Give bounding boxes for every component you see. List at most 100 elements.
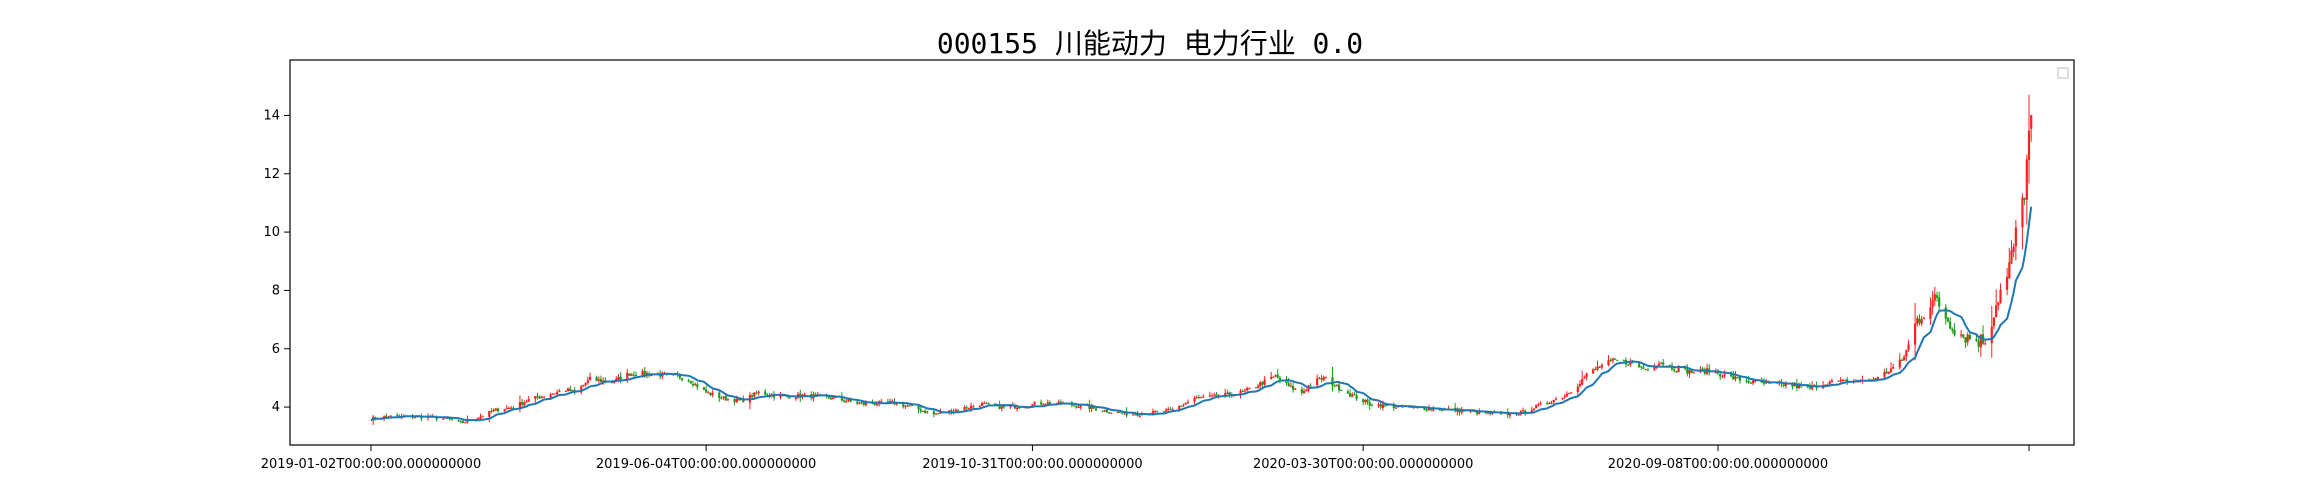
candle-body (983, 403, 986, 405)
candle-body (1108, 412, 1111, 414)
candle-body (1716, 371, 1720, 374)
candle-body (917, 405, 920, 410)
candle-body (1322, 376, 1325, 381)
candle-body (1594, 369, 1597, 371)
candle-body (569, 388, 572, 392)
candle-body (849, 399, 852, 402)
candle-body (542, 396, 546, 398)
candle-body (1110, 412, 1113, 414)
candle-body (1270, 376, 1273, 380)
candle-body (503, 409, 506, 412)
candle-body (904, 405, 907, 407)
candle-body (595, 377, 598, 381)
candle-body (1289, 385, 1292, 387)
candle-body (1598, 366, 1601, 368)
candle-body (1662, 362, 1665, 365)
candle-body (1688, 370, 1691, 374)
candle-body (1578, 384, 1582, 386)
candle-body (1116, 412, 1119, 414)
candle-body (1754, 380, 1757, 382)
candle-body (1272, 376, 1275, 378)
candle-body (1368, 402, 1371, 406)
candle-body (488, 410, 491, 417)
candle-body (1138, 415, 1141, 417)
candle-body (494, 408, 497, 411)
candle-body (1984, 343, 1987, 345)
candle-body (597, 379, 600, 381)
candle-body (680, 378, 684, 380)
candle-body (1261, 382, 1264, 385)
candle-body (1154, 411, 1157, 413)
candle-body (1537, 404, 1540, 406)
candle-body (1340, 389, 1343, 391)
candle-body (567, 388, 570, 392)
legend-box (2057, 67, 2069, 79)
candle-body (691, 383, 695, 386)
candle-body (1278, 377, 1282, 381)
candle-body (1151, 411, 1155, 415)
candle-body (1105, 409, 1109, 413)
candle-body (1164, 409, 1168, 412)
candle-body (505, 407, 508, 410)
candle-body (1013, 405, 1017, 409)
candle-body (525, 401, 528, 403)
candle-body (1033, 402, 1036, 405)
x-tick-label: 2019-01-02T00:00:00.000000000 (261, 457, 481, 472)
candle-body (1675, 371, 1678, 373)
candle-body (1090, 406, 1093, 409)
candle-body (1057, 401, 1060, 405)
candle-body (1962, 334, 1965, 338)
candle-body (1762, 382, 1766, 384)
candle-body (687, 380, 690, 382)
candle-body (2030, 115, 2033, 129)
candle-body (1259, 382, 1262, 387)
candle-body (875, 404, 879, 406)
candle-body (779, 395, 782, 398)
candle-body (1381, 404, 1384, 408)
candle-body (1960, 334, 1963, 336)
candle-body (980, 402, 984, 406)
candle-body (696, 384, 699, 388)
candle-body (2021, 197, 2024, 228)
candle-body (1169, 408, 1172, 410)
candle-body (1167, 408, 1170, 410)
candle-body (1016, 407, 1019, 410)
candle-body (1751, 380, 1755, 384)
candle-body (1348, 393, 1352, 397)
candle-body (1353, 394, 1356, 396)
candle-body (750, 395, 754, 398)
candle-body (742, 399, 745, 403)
candle-body (1876, 376, 1879, 380)
candle-body (442, 418, 445, 420)
candles-layer (372, 94, 2033, 426)
candle-body (954, 409, 957, 412)
candle-body (1394, 407, 1398, 409)
candle-body (740, 399, 743, 401)
candle-body (630, 374, 633, 376)
candle-body (737, 399, 741, 401)
candle-body (888, 401, 892, 403)
candle-body (998, 404, 1001, 409)
candle-body (1136, 414, 1139, 416)
candle-body (461, 421, 465, 423)
candle-body (584, 383, 587, 385)
candle-body (718, 392, 721, 399)
candle-body (827, 396, 830, 399)
candle-body (2012, 246, 2015, 252)
candle-body (632, 374, 635, 376)
candle-body (492, 409, 495, 412)
candle-body (1563, 396, 1566, 398)
candle-body (794, 397, 798, 399)
candle-body (1018, 407, 1021, 409)
candle-body (1392, 404, 1395, 409)
candle-body (1990, 326, 1993, 344)
candle-body (1178, 406, 1181, 410)
candle-body (1548, 402, 1551, 404)
candle-body (1701, 368, 1704, 370)
candle-body (1072, 405, 1076, 407)
candle-body (764, 391, 767, 395)
candle-body (551, 393, 554, 395)
candle-body (1318, 377, 1321, 379)
candle-body (1046, 402, 1049, 404)
